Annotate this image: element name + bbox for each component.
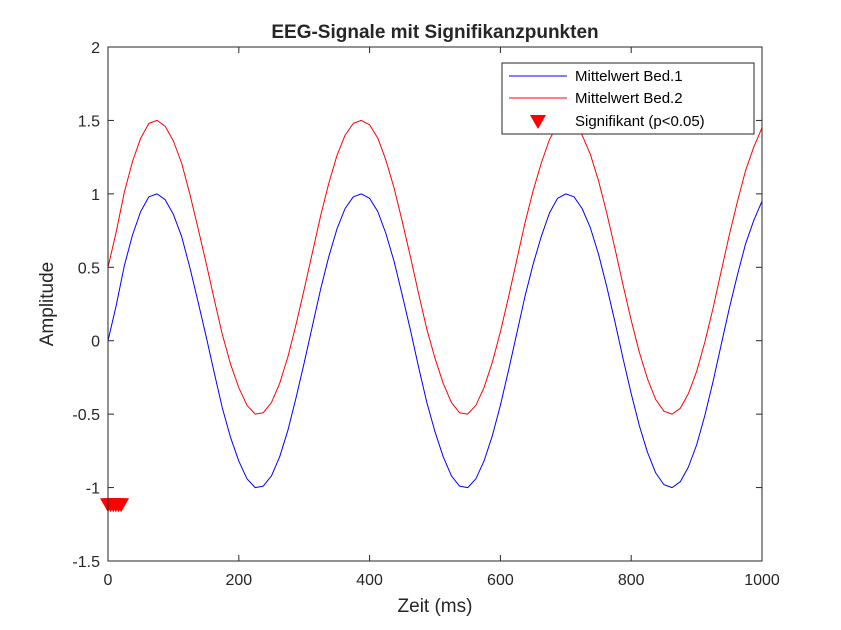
x-tick-label: 0 bbox=[104, 572, 113, 589]
legend-triangle-down-icon bbox=[530, 115, 546, 129]
x-axis-label: Zeit (ms) bbox=[398, 596, 473, 617]
y-tick-label: 2 bbox=[91, 40, 100, 57]
y-tick-label: -0.5 bbox=[72, 407, 100, 424]
legend-label-significant: Signifikant (p<0.05) bbox=[575, 113, 705, 130]
series-line-2 bbox=[107, 119, 763, 415]
x-tick-label: 800 bbox=[618, 572, 645, 589]
x-tick-label: 400 bbox=[356, 572, 383, 589]
x-tick-label: 200 bbox=[225, 572, 252, 589]
y-tick-label: 0.5 bbox=[78, 260, 100, 277]
significance-marker bbox=[113, 498, 130, 513]
y-axis: -1.5 -1 -0.5 0 0.5 1 1.5 2 bbox=[72, 40, 762, 571]
plot-lines bbox=[107, 119, 763, 489]
x-tick-label: 1000 bbox=[744, 572, 780, 589]
y-tick-label: 1.5 bbox=[78, 113, 100, 130]
y-tick-label: -1 bbox=[86, 481, 100, 498]
legend-label-bed2: Mittelwert Bed.2 bbox=[575, 90, 683, 107]
x-tick-label: 600 bbox=[487, 572, 514, 589]
y-axis-label: Amplitude bbox=[37, 262, 58, 347]
y-tick-label: 1 bbox=[91, 187, 100, 204]
y-tick-label: -1.5 bbox=[72, 554, 100, 571]
plot-frame bbox=[107, 46, 763, 562]
legend-label-bed1: Mittelwert Bed.1 bbox=[575, 68, 683, 85]
x-axis: 0 200 400 600 800 1000 bbox=[104, 47, 780, 589]
y-tick-label: 0 bbox=[91, 334, 100, 351]
chart-title: EEG-Signale mit Signifikanzpunkten bbox=[271, 22, 598, 43]
series-line-1 bbox=[107, 193, 763, 489]
legend: Mittelwert Bed.1 Mittelwert Bed.2 Signif… bbox=[501, 62, 755, 135]
